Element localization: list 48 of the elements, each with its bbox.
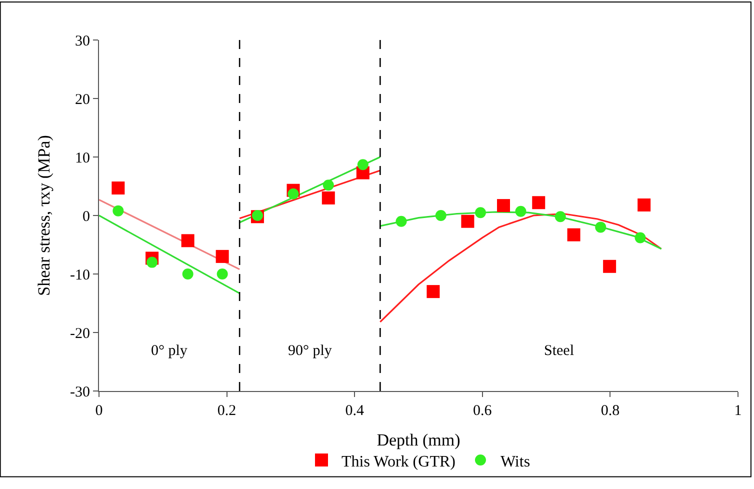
point [532,196,546,210]
point [603,260,616,273]
point [112,205,124,216]
legend-label: This Work (GTR) [342,453,456,470]
x-tick-label: 0.6 [473,403,492,419]
x-tick-label: 0.8 [600,403,620,419]
point [426,285,440,298]
legend-label: Wits [500,453,530,470]
point [554,211,566,222]
point [181,234,194,248]
point [357,159,368,170]
y-tick-label: -10 [70,267,90,284]
annotation: Steel [544,343,574,359]
point [182,268,194,280]
point [252,210,263,221]
y-axis-title: Shear stress, τxy (MPa) [34,135,54,296]
point [216,268,228,280]
point [634,232,646,244]
y-tick-label: 10 [75,150,90,166]
x-tick-label: 0.4 [345,403,364,419]
point [322,180,334,191]
y-tick-label: -30 [70,384,90,400]
point [474,207,486,218]
x-tick-label: 0.2 [217,403,236,419]
y-tick-label: -20 [70,326,90,342]
annotation: 0° ply [151,343,188,359]
point [461,214,474,228]
point [396,216,407,227]
y-tick-label: 0 [82,208,90,225]
point [146,256,158,268]
point [216,250,229,263]
annotation: 90° ply [288,343,332,359]
point [496,199,510,212]
line-series [379,211,662,250]
y-tick-label: 30 [75,33,90,50]
point [288,188,299,200]
point [567,228,580,242]
point [435,210,446,221]
point [638,198,651,212]
point [595,222,606,233]
line-series [379,212,662,323]
point [515,206,526,217]
y-tick-label: 20 [75,92,90,108]
point [112,182,125,195]
x-tick-label: 0 [95,403,103,419]
point [322,191,335,204]
x-axis-title: Depth (mm) [376,430,460,450]
x-tick-label: 1 [734,403,742,419]
